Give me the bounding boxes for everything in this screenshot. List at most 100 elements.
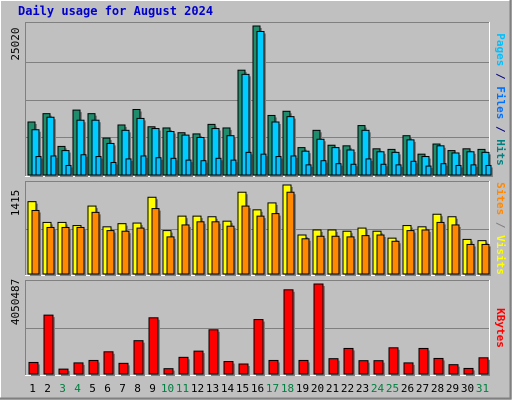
bar-pages-day-9-fill [155, 157, 162, 176]
bar-sites-day-8 [136, 227, 146, 276]
y-axis-label-part: Visits [494, 235, 507, 275]
bar-kbytes-day-2 [43, 314, 55, 376]
bar-kbytes-day-16 [253, 319, 265, 376]
bar-kbytes-day-13-fill [208, 329, 219, 375]
bar-sites-day-26-fill [406, 230, 415, 275]
bar-sites-day-18-fill [286, 191, 295, 275]
bar-pages-day-12 [200, 160, 208, 177]
bar-sites-day-7 [121, 230, 131, 276]
bar-sites-day-3 [61, 226, 71, 276]
bar-pages-day-6 [110, 161, 118, 177]
bar-kbytes-day-2-fill [43, 314, 54, 375]
bar-pages-day-27 [425, 165, 433, 177]
bar-sites-day-11-fill [181, 224, 190, 275]
bar-sites-day-10-fill [166, 236, 175, 275]
bar-pages-day-30-fill [470, 164, 477, 176]
bar-pages-day-12-fill [200, 160, 207, 176]
bar-kbytes-day-11-fill [178, 356, 189, 375]
bar-pages-day-13 [215, 157, 223, 177]
y-axis-label-sites-visits: Sites / Visits [494, 182, 507, 275]
y-axis-label-part: Sites [494, 182, 507, 215]
y-max-label-sites-visits: 1415 [9, 190, 22, 217]
bar-pages-day-22-fill [350, 163, 357, 176]
bar-kbytes-day-18-fill [283, 289, 294, 375]
bar-sites-day-28-fill [436, 221, 445, 275]
bar-pages-day-16 [260, 153, 268, 177]
y-axis-label-part: KBytes [494, 308, 507, 348]
x-tick-label: 22 [341, 382, 354, 395]
bar-sites-day-5-fill [91, 211, 100, 275]
x-tick-label: 20 [311, 382, 324, 395]
bar-sites-day-14-fill [226, 225, 235, 275]
bar-sites-day-25 [391, 240, 401, 276]
x-tick-label: 31 [476, 382, 489, 395]
bar-sites-day-2-fill [46, 226, 55, 275]
bar-sites-day-12 [196, 221, 206, 276]
bar-sites-day-21-fill [331, 235, 340, 275]
x-tick-label: 27 [416, 382, 429, 395]
bar-sites-day-10 [166, 236, 176, 276]
bar-kbytes-day-21 [328, 358, 340, 376]
x-tick-label: 18 [281, 382, 294, 395]
y-axis-label-kbytes: KBytes [494, 308, 507, 348]
bar-pages-day-22 [350, 163, 358, 177]
bar-pages-day-3 [65, 164, 73, 177]
bar-kbytes-day-18 [283, 289, 295, 376]
bar-sites-day-9-fill [151, 208, 160, 275]
bar-kbytes-day-4-fill [73, 362, 84, 375]
x-axis-tick-labels: 1 2 3 4 5 6 7 8 9 10 11 12 13 14 15 16 17 18 19 20 21 22 23 24 2… [29, 382, 489, 395]
bar-sites-day-23-fill [361, 235, 370, 275]
bar-pages-day-23 [365, 158, 373, 177]
y-axis-label-part: Files [494, 86, 507, 119]
bar-kbytes-day-10-fill [163, 368, 174, 375]
bar-pages-day-13-fill [215, 157, 222, 176]
x-tick-label: 29 [446, 382, 459, 395]
bar-sites-day-28 [436, 221, 446, 276]
bar-pages-day-5 [95, 156, 103, 177]
bar-kbytes-day-22-fill [343, 347, 354, 375]
bar-kbytes-day-22 [343, 347, 355, 376]
bar-sites-day-17-fill [271, 213, 280, 275]
x-tick-label: 25 [386, 382, 399, 395]
bar-kbytes-day-27-fill [418, 347, 429, 375]
bar-kbytes-day-3-fill [58, 368, 69, 375]
x-tick-label: 3 [59, 382, 66, 395]
bar-sites-day-7-fill [121, 230, 130, 275]
bar-pages-day-10-fill [170, 157, 177, 176]
bar-sites-day-2 [46, 226, 56, 276]
bar-pages-day-1 [35, 156, 43, 177]
y-axis-label-hits-files-pages: Pages / Files / Hits [494, 33, 507, 166]
bar-sites-day-6 [106, 230, 116, 276]
bar-kbytes-day-14 [223, 361, 235, 376]
bar-sites-day-18 [286, 191, 296, 276]
bar-pages-day-5-fill [95, 156, 102, 176]
bar-kbytes-day-12 [193, 350, 205, 376]
bar-pages-day-14-fill [230, 159, 237, 176]
bar-pages-day-11-fill [185, 159, 192, 176]
bar-pages-day-26-fill [410, 160, 417, 176]
bar-kbytes-day-5-fill [88, 359, 99, 375]
x-tick-label: 14 [221, 382, 235, 395]
bar-sites-day-3-fill [61, 226, 70, 275]
y-axis-label-part: Hits [494, 139, 507, 166]
bar-sites-day-8-fill [136, 227, 145, 275]
bar-pages-day-7-fill [125, 158, 132, 176]
bar-kbytes-day-5 [88, 359, 100, 376]
y-axis-label-part: / [494, 66, 507, 86]
bar-kbytes-day-21-fill [328, 358, 339, 375]
bar-pages-day-10 [170, 157, 178, 177]
bar-pages-day-8-fill [140, 155, 147, 176]
bar-sites-day-30-fill [466, 243, 475, 275]
bar-kbytes-day-24 [373, 360, 385, 376]
bar-pages-day-28 [440, 163, 448, 177]
bar-kbytes-day-7-fill [118, 362, 129, 375]
bar-pages-day-2-fill [50, 155, 57, 176]
bar-pages-day-23-fill [365, 158, 372, 176]
bar-sites-day-26 [406, 230, 416, 276]
bar-kbytes-day-27 [418, 347, 430, 376]
bar-pages-day-20 [320, 160, 328, 177]
bar-kbytes-day-29-fill [448, 364, 459, 375]
bar-sites-day-14 [226, 225, 236, 276]
panel-kbytes: 4050487 KBytes [9, 279, 507, 376]
bar-kbytes-day-1-fill [28, 361, 39, 375]
